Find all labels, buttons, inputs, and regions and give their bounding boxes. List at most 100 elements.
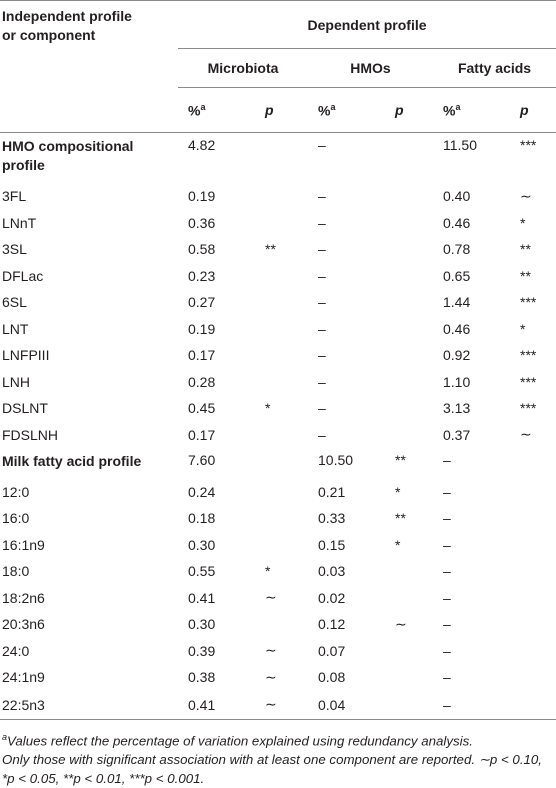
table-cell: * xyxy=(395,536,401,553)
table-cell: 0.28 xyxy=(188,373,216,390)
row-label: 16:1n9 xyxy=(2,536,45,553)
column-group: Microbiota xyxy=(178,48,308,88)
header-line: or component xyxy=(2,27,96,43)
table-cell xyxy=(508,532,556,559)
table-cell: – xyxy=(443,563,451,580)
table-row: LNFPIII 0.17 – 0.92 *** xyxy=(0,342,556,369)
table-cell: ∼ xyxy=(395,615,407,632)
table-cell: – xyxy=(318,214,326,231)
row-label: FDSLNH xyxy=(2,426,59,443)
table-cell xyxy=(508,611,556,638)
column-header: p xyxy=(508,87,556,133)
table-cell xyxy=(383,690,433,720)
table-row: 3SL 0.58 ** – 0.78 ** xyxy=(0,236,556,263)
table-cell xyxy=(383,210,433,237)
table-cell xyxy=(253,479,308,506)
table-cell: – xyxy=(318,373,326,390)
footnote-marker: a xyxy=(2,731,8,742)
superscript: a xyxy=(200,101,206,112)
table-cell xyxy=(383,236,433,263)
table-cell: 0.45 xyxy=(188,400,216,417)
table-cell: – xyxy=(443,616,451,633)
row-label: HMO compositional profile xyxy=(2,138,134,173)
table-cell xyxy=(383,289,433,316)
column-group: Fatty acids xyxy=(433,48,556,88)
table-row: FDSLNH 0.17 – 0.37 ∼ xyxy=(0,422,556,449)
percent: % xyxy=(188,102,201,119)
table-cell: 0.46 xyxy=(443,214,471,231)
row-label: 6SL xyxy=(2,294,27,311)
table-cell: – xyxy=(433,690,508,720)
table-row: 16:1n9 0.30 0.15 * – xyxy=(0,532,556,559)
table-cell: – xyxy=(443,452,451,468)
table-cell xyxy=(253,263,308,290)
table-cell: 0.65 xyxy=(443,267,471,284)
table-cell xyxy=(253,289,308,316)
table-cell: ∼ xyxy=(265,642,277,659)
table-cell: 0.55 xyxy=(188,563,216,580)
row-label: Milk fatty acid profile xyxy=(2,453,142,469)
p-label: p xyxy=(265,102,274,118)
table-cell: – xyxy=(318,241,326,258)
table-cell: 0.33 xyxy=(318,510,346,527)
superscript: a xyxy=(455,101,461,112)
table-cell: – xyxy=(443,669,451,686)
table-cell: – xyxy=(318,400,326,417)
row-label: LNT xyxy=(2,320,29,337)
table-cell: ** xyxy=(265,241,276,258)
table-cell: 11.50 xyxy=(443,137,477,153)
column-header: p xyxy=(383,87,433,133)
row-label: 24:1n9 xyxy=(2,669,45,686)
table-cell: – xyxy=(443,589,451,606)
table-cell: * xyxy=(265,563,271,580)
table-row: 3FL 0.19 – 0.40 ∼ xyxy=(0,183,556,210)
table-cell: – xyxy=(318,347,326,364)
table-cell: 0.24 xyxy=(188,483,216,500)
table-row: 16:0 0.18 0.33 ** – xyxy=(0,505,556,532)
table-row: 18:2n6 0.41 ∼ 0.02 – xyxy=(0,585,556,612)
header-line: Independent profile xyxy=(2,8,132,24)
table-cell: *** xyxy=(520,137,537,153)
table-row: 6SL 0.27 – 1.44 *** xyxy=(0,289,556,316)
table-cell: 0.41 xyxy=(178,690,253,720)
row-label: 12:0 xyxy=(2,483,30,500)
row-label: 20:3n6 xyxy=(2,616,45,633)
column-group-header: Dependent profile xyxy=(178,0,556,49)
table-cell: 0.03 xyxy=(318,563,346,580)
row-label: LNH xyxy=(2,373,31,390)
table-cell: 0.17 xyxy=(188,426,216,443)
table-cell: 10.50 xyxy=(318,452,354,468)
column-header: %a xyxy=(433,87,508,133)
table-cell xyxy=(253,505,308,532)
table-cell: – xyxy=(318,294,326,311)
data-table: Independent profile or component Depende… xyxy=(0,0,556,720)
table-cell: 0.92 xyxy=(443,347,471,364)
table-row: DSLNT 0.45 * – 3.13 *** xyxy=(0,395,556,422)
table-cell xyxy=(508,558,556,585)
table-cell: 0.15 xyxy=(318,536,346,553)
table-cell: 1.44 xyxy=(443,294,471,311)
table-cell xyxy=(253,210,308,237)
row-label: 24:0 xyxy=(2,642,30,659)
table-cell: 3.13 xyxy=(443,400,471,417)
table-cell xyxy=(383,133,433,184)
table-cell: 0.58 xyxy=(188,241,216,258)
table-row: LNT 0.19 – 0.46 * xyxy=(0,316,556,343)
table-cell: 0.19 xyxy=(188,188,216,205)
table-cell xyxy=(383,316,433,343)
table-cell: – xyxy=(318,426,326,443)
row-label: 18:0 xyxy=(2,563,30,580)
table-cell: ∼ xyxy=(520,426,532,443)
table-cell: ** xyxy=(395,452,406,468)
table-cell xyxy=(253,448,308,479)
table-cell: 0.18 xyxy=(188,510,216,527)
table-cell: – xyxy=(318,188,326,205)
table-cell xyxy=(383,183,433,210)
table-cell: ** xyxy=(520,241,531,258)
table-cell: *** xyxy=(520,294,537,311)
table-cell: 0.46 xyxy=(443,320,471,337)
table-cell xyxy=(508,585,556,612)
table-cell: – xyxy=(443,536,451,553)
column-header: %a xyxy=(178,87,253,133)
table-cell xyxy=(253,422,308,449)
